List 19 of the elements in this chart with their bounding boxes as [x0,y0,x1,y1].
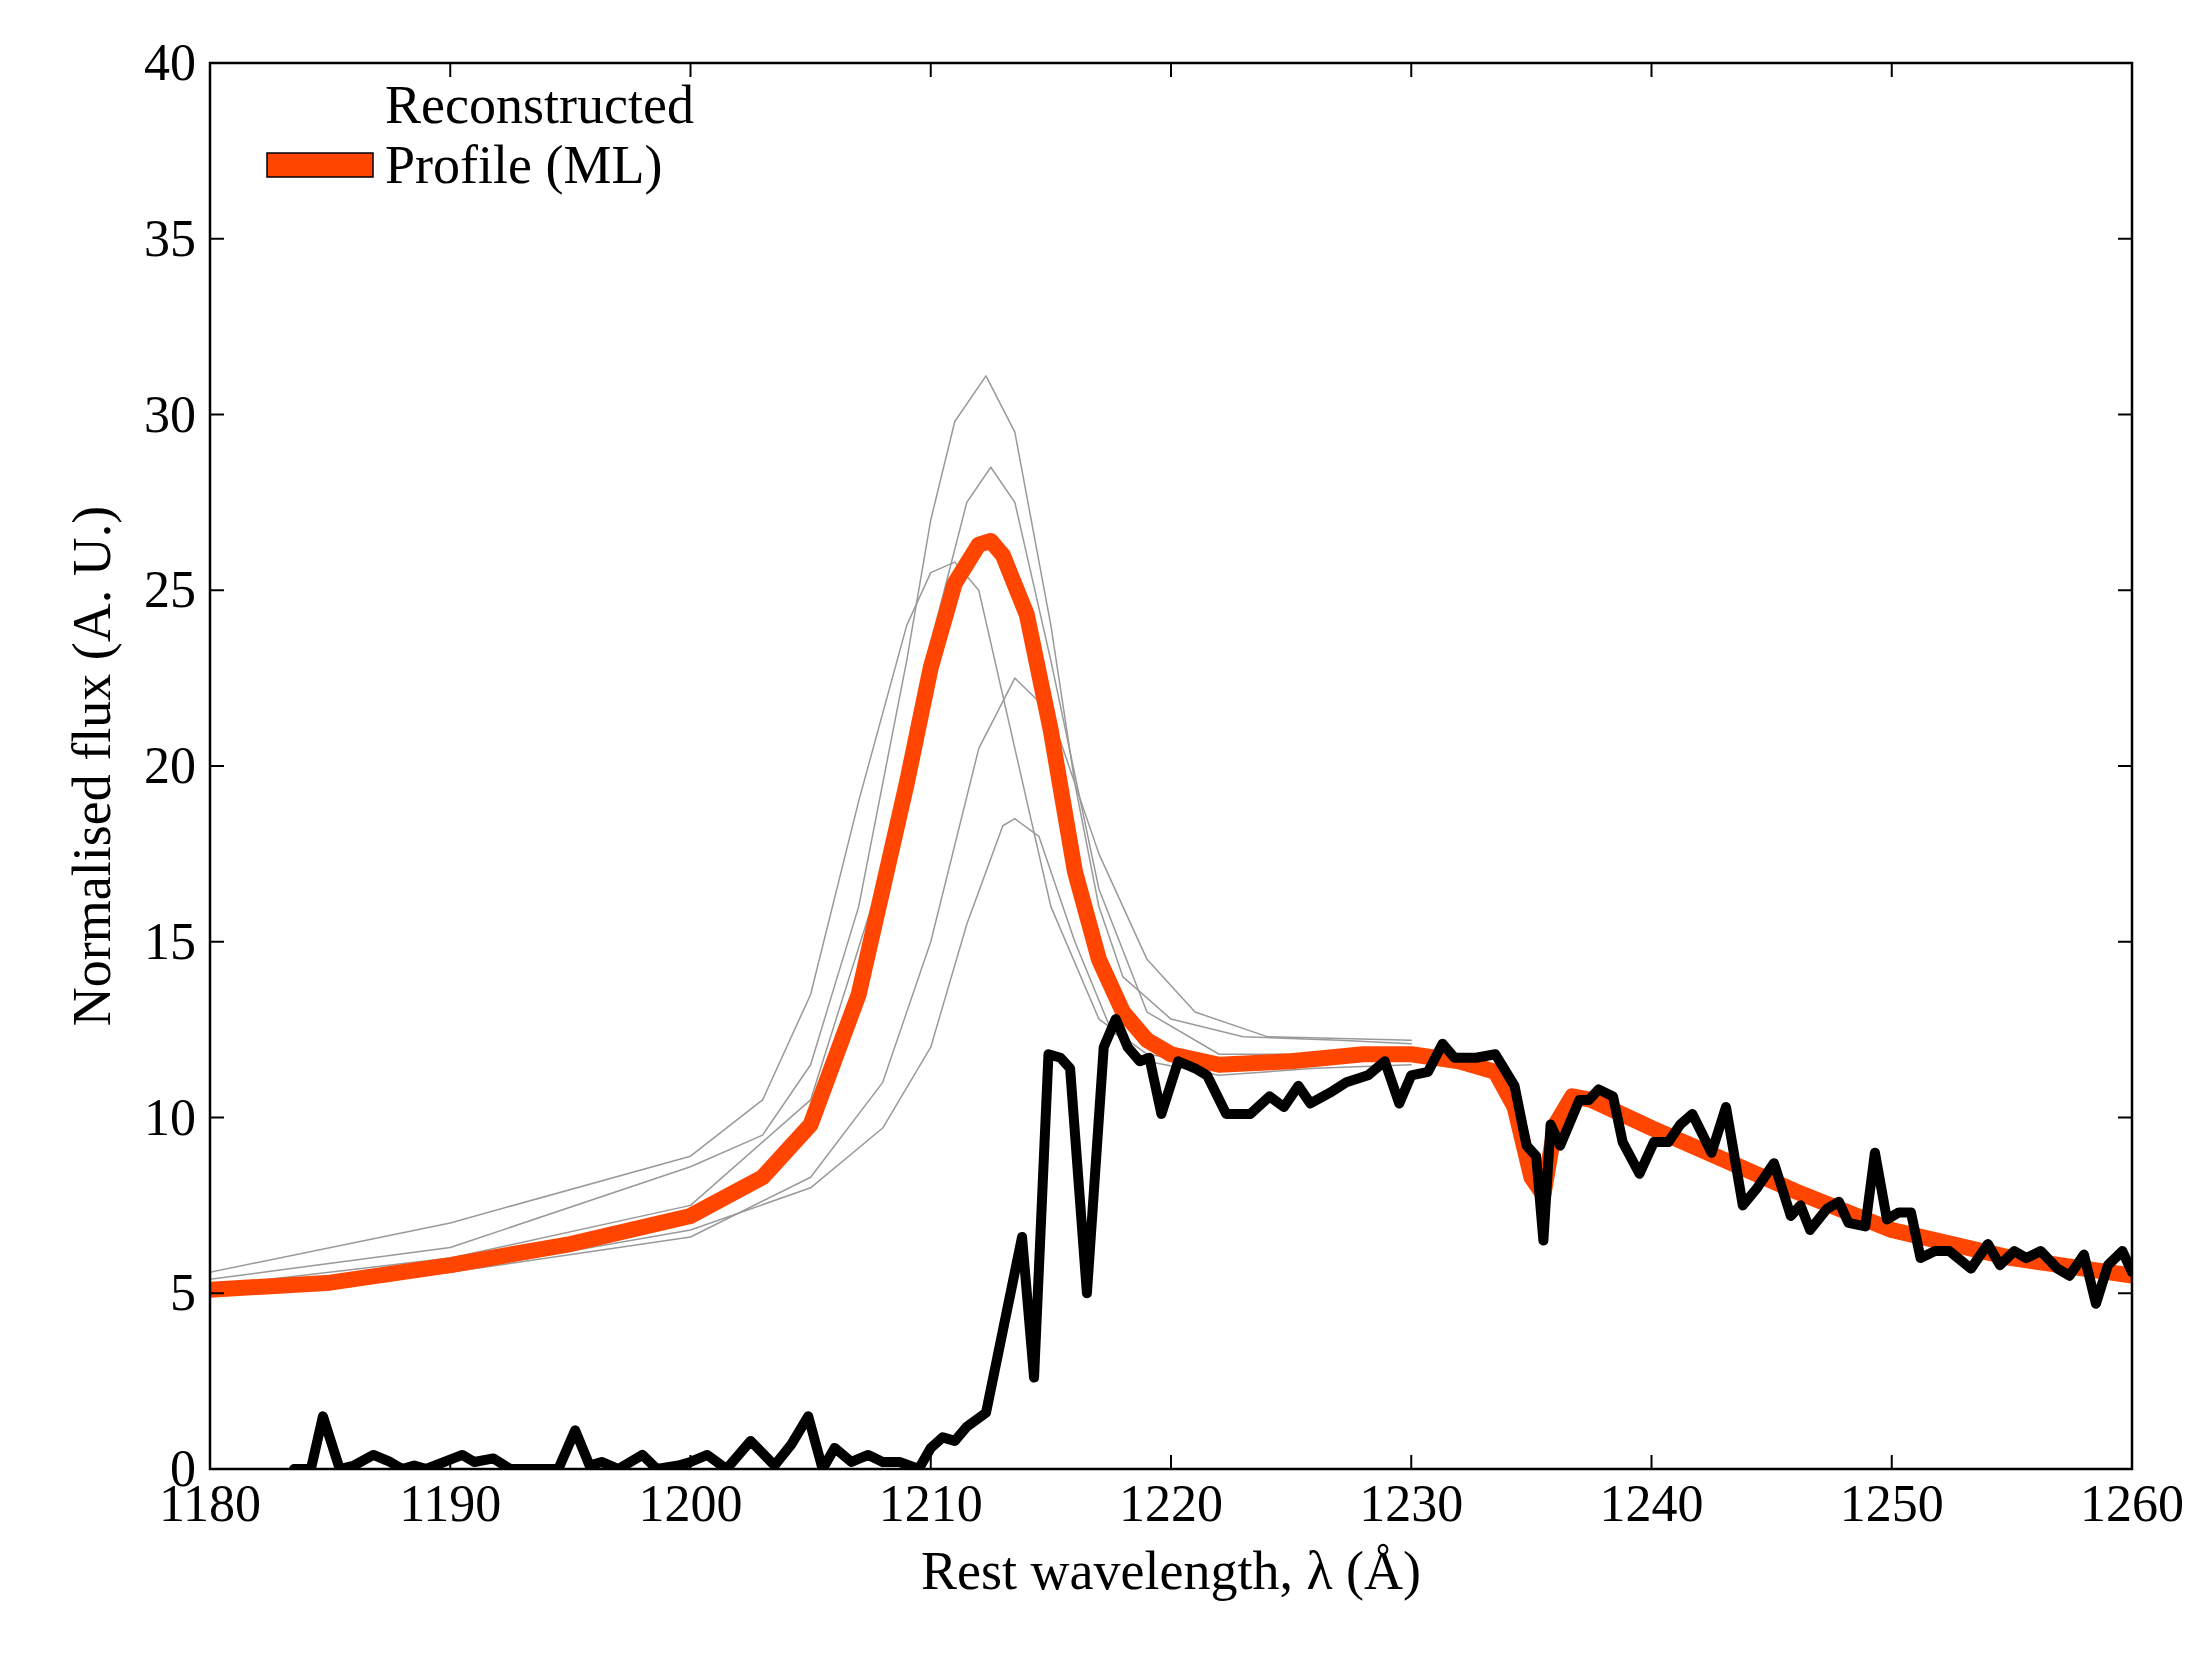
y-tick-label: 40 [144,34,196,91]
y-tick-label: 30 [144,385,196,443]
x-tick-label: 1230 [1359,1475,1464,1532]
y-axis-title: Normalised flux (A. U.) [62,505,122,1027]
x-axis-title: Rest wavelength, λ (Å) [920,1541,1422,1601]
y-tick-label: 5 [170,1264,196,1322]
y-tick-label: 10 [144,1088,196,1146]
x-tick-label: 1240 [1599,1475,1704,1532]
y-tick-label: 15 [144,912,196,970]
y-tick-label: 25 [144,561,196,619]
x-tick-label: 1190 [399,1475,502,1532]
x-tick-label: 1250 [1839,1475,1944,1532]
x-tick-label: 1200 [638,1475,743,1532]
y-tick-label: 20 [144,737,196,794]
x-tick-label: 1210 [878,1475,983,1532]
x-tick-label: 1260 [2080,1475,2184,1532]
x-tick-label: 1220 [1119,1475,1223,1532]
y-tick-label: 35 [144,209,196,267]
legend-label: Reconstructed Profile (ML) [385,75,694,195]
